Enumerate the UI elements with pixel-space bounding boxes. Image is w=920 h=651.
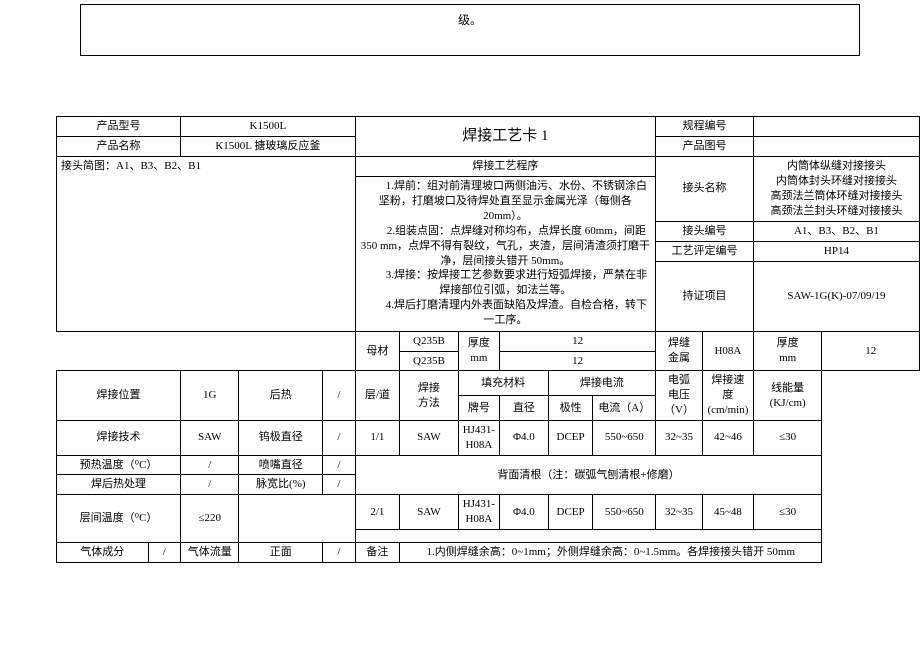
cert: SAW-1G(K)-07/09/19 — [753, 261, 919, 331]
thick-label: 厚度 mm — [458, 331, 499, 371]
drawing-no — [753, 136, 919, 156]
r2-grade: HJ431-H08A — [458, 495, 499, 530]
back-gouge: 背面清根（注：碳弧气刨清根+修磨） — [355, 455, 822, 495]
postheat: / — [323, 371, 356, 421]
face-label: 正面 — [239, 542, 323, 562]
pulse: / — [323, 475, 356, 495]
proc-p1: 1.焊前：组对前清理坡口两侧油污、水份、不锈钢涂白坚粉，打磨坡口及待焊处直至显示… — [360, 179, 652, 224]
r1-pol: DCEP — [548, 420, 593, 455]
pos: 1G — [181, 371, 239, 421]
col-voltage: 电弧 电压 （V） — [656, 371, 703, 421]
r2-volt: 32~35 — [656, 495, 703, 530]
remark-label: 备注 — [355, 542, 399, 562]
col-heat: 线能量 (KJ/cm) — [753, 371, 822, 421]
flow-label: 气体流量 — [181, 542, 239, 562]
proc-p3: 3.焊接：按焊接工艺参数要求进行短弧焊接，严禁在非焊接部位引弧，如法兰等。 — [360, 268, 652, 298]
product-name-label: 产品名称 — [57, 136, 181, 156]
proc-code — [753, 117, 919, 137]
r2-method: SAW — [400, 495, 459, 530]
r2-pass: 2/1 — [355, 495, 399, 530]
proc-p2: 2.组装点固：点焊缝对称均布，点焊长度 60mm，间距 350 mm，点焊不得有… — [360, 224, 652, 269]
pqr: HP14 — [753, 241, 919, 261]
thick-1: 12 — [500, 331, 656, 351]
r1-speed: 42~46 — [702, 420, 753, 455]
col-amp: 电流（A） — [593, 396, 656, 421]
top-text: 级。 — [458, 11, 482, 28]
col-polarity: 极性 — [548, 396, 593, 421]
r1-grade: HJ431-H08A — [458, 420, 499, 455]
product-name: K1500L 搪玻璃反应釜 — [181, 136, 356, 156]
col-current: 焊接电流 — [548, 371, 655, 396]
remark: 1.内侧焊缝余高：0~1mm；外侧焊缝余高：0~1.5mm。各焊接接头错开 50… — [400, 542, 822, 562]
r2-dia: Φ4.0 — [500, 495, 549, 530]
pwht: / — [181, 475, 239, 495]
tungsten-label: 钨极直径 — [239, 420, 323, 455]
col-filler: 填充材料 — [458, 371, 548, 396]
col-dia: 直径 — [500, 396, 549, 421]
cert-label: 持证项目 — [656, 261, 754, 331]
interpass: ≤220 — [181, 495, 239, 543]
joint-no-label: 接头编号 — [656, 221, 754, 241]
product-model: K1500L — [181, 117, 356, 137]
r2-speed: 45~48 — [702, 495, 753, 530]
joint-no: A1、B3、B2、B1 — [753, 221, 919, 241]
nozzle: / — [323, 455, 356, 475]
drawing-no-label: 产品图号 — [656, 136, 754, 156]
base-m1: Q235B — [400, 331, 459, 351]
r1-pass: 1/1 — [355, 420, 399, 455]
base-label: 母材 — [355, 331, 399, 371]
pqr-label: 工艺评定编号 — [656, 241, 754, 261]
card-title: 焊接工艺卡 1 — [355, 117, 656, 157]
preheat: / — [181, 455, 239, 475]
proc-p4: 4.焊后打磨清理内外表面缺陷及焊渣。自检合格，转下一工序。 — [360, 298, 652, 328]
r1-dia: Φ4.0 — [500, 420, 549, 455]
weld-metal: H08A — [702, 331, 753, 371]
pwht-label: 焊后热处理 — [57, 475, 181, 495]
tech-label: 焊接技术 — [57, 420, 181, 455]
nozzle-label: 喷嘴直径 — [239, 455, 323, 475]
joint-names: 内筒体纵缝对接接头 内筒体封头环缝对接接头 高颈法兰筒体环缝对接接头 高颈法兰封… — [753, 156, 919, 221]
r1-heat: ≤30 — [753, 420, 822, 455]
gas: / — [148, 542, 181, 562]
r1-amp: 550~650 — [593, 420, 656, 455]
process-card-table: 产品型号 K1500L 焊接工艺卡 1 规程编号 产品名称 K1500L 搪玻璃… — [56, 116, 920, 563]
weld-metal-label: 焊缝 金属 — [656, 331, 703, 371]
top-box: 级。 — [80, 4, 860, 56]
preheat-label: 预热温度（⁰C） — [57, 455, 181, 475]
postheat-label: 后热 — [239, 371, 323, 421]
col-speed: 焊接速度 (cm/min) — [702, 371, 753, 421]
face: / — [323, 542, 356, 562]
pulse-label: 脉宽比(%) — [239, 475, 323, 495]
product-model-label: 产品型号 — [57, 117, 181, 137]
wm-thick: 12 — [822, 331, 920, 371]
joint-name-label: 接头名称 — [656, 156, 754, 221]
col-pass: 层/道 — [355, 371, 399, 421]
thick-2: 12 — [500, 351, 656, 371]
interpass-label: 层间温度（⁰C） — [57, 495, 181, 543]
r1-method: SAW — [400, 420, 459, 455]
col-grade: 牌号 — [458, 396, 499, 421]
base-m2: Q235B — [400, 351, 459, 371]
pos-label: 焊接位置 — [57, 371, 181, 421]
r2-heat: ≤30 — [753, 495, 822, 530]
col-method: 焊接 方法 — [400, 371, 459, 421]
wm-thick-label: 厚度 mm — [753, 331, 822, 371]
gas-label: 气体成分 — [57, 542, 149, 562]
r1-volt: 32~35 — [656, 420, 703, 455]
tungsten: / — [323, 420, 356, 455]
r2-amp: 550~650 — [593, 495, 656, 530]
tech: SAW — [181, 420, 239, 455]
joint-sketch: 接头简图：A1、B3、B2、B1 — [57, 156, 356, 331]
proc-text: 1.焊前：组对前清理坡口两侧油污、水份、不锈钢涂白坚粉，打磨坡口及待焊处直至显示… — [355, 176, 656, 331]
proc-title: 焊接工艺程序 — [355, 156, 656, 176]
r2-pol: DCEP — [548, 495, 593, 530]
proc-code-label: 规程编号 — [656, 117, 754, 137]
